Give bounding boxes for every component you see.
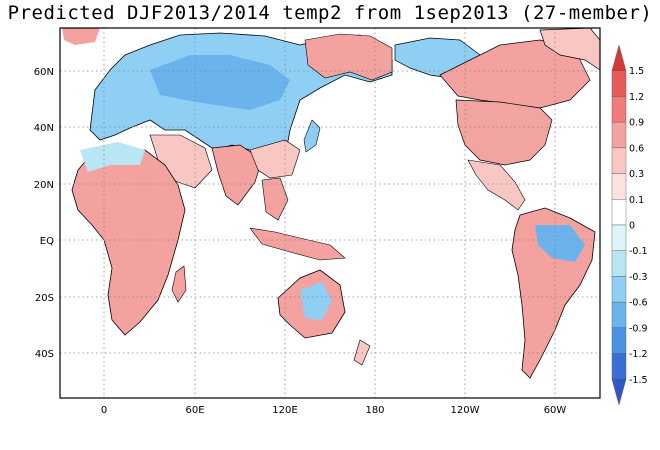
lon-label-180: 180 xyxy=(365,405,384,416)
region-amazon-cool xyxy=(535,225,585,262)
region-usa xyxy=(455,99,553,166)
colorbar-label: 0.1 xyxy=(629,195,644,206)
region-east-russia xyxy=(304,33,393,81)
region-africa xyxy=(71,147,186,336)
colorbar-swatch xyxy=(611,44,627,71)
colorbar-swatch xyxy=(611,327,627,354)
region-australia-cool-core xyxy=(300,282,332,320)
colorbar-label: -1.2 xyxy=(629,349,648,360)
colorbar-label: 0.9 xyxy=(629,118,644,129)
map-gridlines xyxy=(60,28,600,398)
colorbar-swatch xyxy=(611,250,627,277)
map-frame xyxy=(59,27,601,399)
region-southeast-asia xyxy=(261,177,289,221)
lon-label-60w: 60W xyxy=(544,405,567,416)
lat-label-20s: 20S xyxy=(35,293,54,304)
colorbar-label: -0.1 xyxy=(629,246,648,257)
colorbar-label: 0.6 xyxy=(629,143,644,154)
colorbar-swatch xyxy=(611,301,627,329)
colorbar-label: -0.9 xyxy=(629,323,648,334)
region-north-africa-cool xyxy=(80,142,145,172)
lon-label-120w: 120W xyxy=(451,405,480,416)
lon-axis: 0 60E 120E 180 120W 60W xyxy=(101,405,567,416)
colorbar-swatch xyxy=(611,96,627,123)
region-madagascar xyxy=(171,265,187,303)
colorbar-swatch xyxy=(611,173,627,200)
colorbar-swatch xyxy=(611,70,627,97)
region-siberia-cold-core xyxy=(150,55,290,110)
region-mexico xyxy=(467,159,526,211)
region-japan xyxy=(303,119,321,153)
map-title: Predicted DJF2013/2014 temp2 from 1sep20… xyxy=(7,2,653,24)
colorbar-label: 1.5 xyxy=(629,66,644,77)
colorbar-swatch xyxy=(611,379,627,406)
lat-label-20n: 20N xyxy=(34,180,54,191)
region-india xyxy=(211,144,263,206)
colorbar-label: -0.3 xyxy=(629,272,648,283)
colorbar-swatch xyxy=(611,147,627,174)
colorbar: 1.5 1.2 0.9 0.6 0.3 0.1 0 -0.1 -0.3 -0.6 -0.9 -1.2 -… xyxy=(611,44,648,406)
lat-label-40n: 40N xyxy=(34,123,54,134)
colorbar-swatch xyxy=(611,121,627,149)
region-indonesia xyxy=(249,227,346,261)
colorbar-swatch xyxy=(611,276,627,303)
colorbar-swatch xyxy=(611,199,627,226)
region-canada xyxy=(439,39,591,109)
region-china xyxy=(249,139,301,179)
colorbar-label: 1.2 xyxy=(629,92,644,103)
colorbar-label: 0.3 xyxy=(629,169,644,180)
colorbar-swatch xyxy=(611,224,627,251)
lat-label-60n: 60N xyxy=(34,67,54,78)
lon-label-120e: 120E xyxy=(272,405,297,416)
colorbar-swatch xyxy=(611,353,627,380)
region-new-zealand xyxy=(353,339,371,366)
colorbar-label: -1.5 xyxy=(629,375,648,386)
lat-axis: 60N 40N 20N EQ 20S 40S xyxy=(34,67,54,360)
land-masses xyxy=(62,28,600,379)
colorbar-label: 0 xyxy=(629,221,635,232)
region-arctic-warm-tip xyxy=(62,28,100,45)
lat-label-eq: EQ xyxy=(40,236,54,247)
lon-label-0: 0 xyxy=(101,405,107,416)
lat-label-40s: 40S xyxy=(35,349,54,360)
lon-label-60e: 60E xyxy=(185,405,204,416)
colorbar-label: -0.6 xyxy=(629,298,648,309)
